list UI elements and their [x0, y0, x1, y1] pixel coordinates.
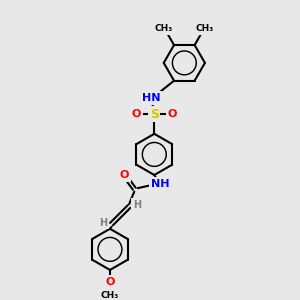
Text: O: O: [167, 110, 177, 119]
Text: H: H: [99, 218, 107, 228]
Text: O: O: [120, 170, 129, 180]
Text: O: O: [132, 110, 141, 119]
Text: CH₃: CH₃: [196, 24, 214, 33]
Text: CH₃: CH₃: [155, 24, 173, 33]
Text: S: S: [150, 108, 159, 121]
Text: NH: NH: [151, 179, 169, 189]
Text: HN: HN: [142, 93, 161, 103]
Text: CH₃: CH₃: [101, 291, 119, 300]
Text: O: O: [105, 277, 115, 287]
Text: H: H: [133, 200, 141, 210]
